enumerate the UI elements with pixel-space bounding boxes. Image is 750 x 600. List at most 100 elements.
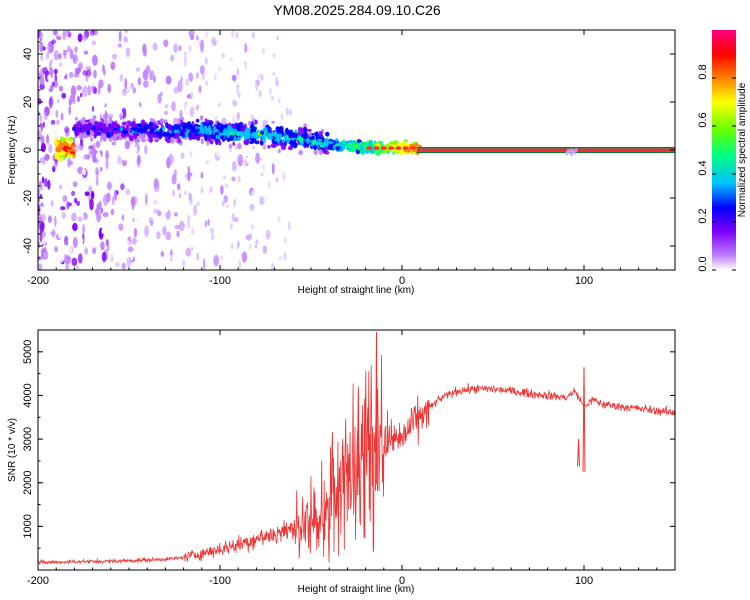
heatmap-cell xyxy=(104,110,108,120)
heatmap-cell xyxy=(179,130,184,135)
heatmap-cell xyxy=(188,45,192,52)
heatmap-cell xyxy=(59,184,63,190)
heatmap-cell xyxy=(92,247,97,255)
heatmap-cell xyxy=(195,35,200,41)
heatmap-cell xyxy=(203,122,210,126)
heatmap-cell xyxy=(69,151,76,155)
heatmap-cell xyxy=(198,85,202,93)
heatmap-cell xyxy=(180,76,183,83)
heatmap-cell xyxy=(239,131,245,137)
heatmap-cell xyxy=(339,146,344,152)
heatmap-cell xyxy=(95,167,99,176)
heatmap-cell xyxy=(46,82,51,90)
heatmap-cell xyxy=(131,120,136,126)
heatmap-cell xyxy=(303,123,308,129)
heatmap-cell xyxy=(288,132,291,139)
heatmap-cell xyxy=(50,247,55,260)
heatmap-cell xyxy=(178,45,182,52)
heatmap-cell xyxy=(157,84,161,91)
heatmap-cell xyxy=(195,118,200,123)
heatmap-cell xyxy=(60,260,65,265)
heatmap-cell xyxy=(91,40,97,46)
heatmap-cell xyxy=(308,131,312,137)
heatmap-cell xyxy=(77,216,83,222)
heatmap-cell xyxy=(124,77,128,90)
heatmap-cell xyxy=(94,121,99,128)
heatmap-cell xyxy=(260,157,263,161)
heatmap-cell xyxy=(38,72,42,82)
heatmap-cell xyxy=(72,222,78,232)
heatmap-cell xyxy=(133,124,139,128)
heatmap-cell xyxy=(188,110,192,117)
heatmap-cell xyxy=(104,262,109,270)
heatmap-cell xyxy=(187,127,191,130)
heatmap-cell xyxy=(85,69,92,77)
spectrogram-y-tick-label: -20 xyxy=(22,190,34,206)
heatmap-cell xyxy=(252,131,258,138)
heatmap-cell xyxy=(82,131,88,137)
heatmap-cell xyxy=(313,144,317,150)
heatmap-cell xyxy=(173,64,178,75)
heatmap-cell xyxy=(185,78,189,87)
heatmap-cell xyxy=(271,163,275,175)
heatmap-cell xyxy=(152,133,155,138)
heatmap-cell xyxy=(220,266,224,270)
heatmap-cell xyxy=(58,53,62,60)
figure-title: YM08.2025.284.09.10.C26 xyxy=(273,2,441,18)
heatmap-cell xyxy=(128,121,133,127)
heatmap-cell xyxy=(173,81,177,88)
heatmap-cell xyxy=(183,57,187,67)
heatmap-cell xyxy=(122,196,128,207)
heatmap-cell xyxy=(70,85,77,97)
heatmap-cell xyxy=(178,94,183,100)
heatmap-cell xyxy=(102,211,109,218)
heatmap-cell xyxy=(149,129,154,134)
heatmap-cell xyxy=(159,104,165,115)
heatmap-cell xyxy=(126,31,130,40)
heatmap-cell xyxy=(136,136,140,143)
heatmap-cell xyxy=(41,239,47,245)
heatmap-cell xyxy=(157,157,163,169)
heatmap-cell xyxy=(121,74,125,83)
heatmap-cell xyxy=(205,80,209,86)
heatmap-cell xyxy=(126,256,132,268)
heatmap-cell xyxy=(277,215,281,223)
heatmap-cell xyxy=(350,147,356,153)
heatmap-cell xyxy=(271,121,276,131)
spectrogram-x-tick-label: 100 xyxy=(575,275,593,287)
snr-y-tick-label: 3000 xyxy=(22,427,34,451)
heatmap-cell xyxy=(61,212,67,219)
heatmap-cell xyxy=(133,208,138,217)
heatmap-cell xyxy=(213,254,219,267)
spectrogram-y-tick-label: 20 xyxy=(22,96,34,108)
heatmap-cell xyxy=(53,50,60,61)
heatmap-cell xyxy=(50,200,54,207)
heatmap-cell xyxy=(183,190,187,196)
heatmap-cell xyxy=(144,225,150,238)
heatmap-cell xyxy=(167,123,172,129)
heatmap-cell xyxy=(153,195,157,207)
heatmap-cell xyxy=(105,228,109,237)
heatmap-cell xyxy=(267,145,271,149)
heatmap-cell xyxy=(191,121,195,125)
snr-x-tick-label: -100 xyxy=(209,575,231,587)
spectrogram-heatmap xyxy=(38,30,675,270)
heatmap-cell xyxy=(61,142,65,149)
heatmap-cell xyxy=(228,143,233,149)
heatmap-cell xyxy=(156,215,162,222)
heatmap-cell xyxy=(57,32,63,38)
heatmap-cell xyxy=(262,143,266,150)
heatmap-cell xyxy=(76,85,82,91)
colorbar-tick-label: 0.2 xyxy=(697,208,709,223)
heatmap-cell xyxy=(124,127,130,131)
heatmap-cell xyxy=(170,54,175,62)
heatmap-cell xyxy=(91,190,95,200)
heatmap-cell xyxy=(142,43,147,54)
heatmap-cell xyxy=(306,137,310,144)
heatmap-cell xyxy=(247,120,252,126)
snr-y-tick-label: 5000 xyxy=(22,340,34,364)
heatmap-cell xyxy=(110,162,117,169)
heatmap-cell xyxy=(315,131,319,138)
heatmap-cell xyxy=(134,132,138,137)
heatmap-cell xyxy=(58,156,63,163)
